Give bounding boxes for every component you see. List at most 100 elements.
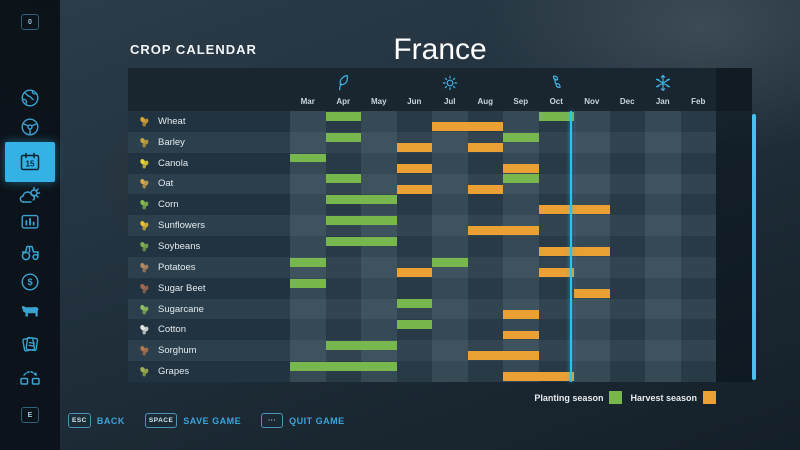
planting-bar: [503, 132, 539, 142]
legend-swatch: [703, 391, 716, 404]
harvest-bar: [467, 351, 503, 361]
crop-icon: [140, 116, 149, 127]
crop-row: Oat: [128, 173, 752, 195]
planting-bar: [361, 195, 397, 205]
calendar-cell: [680, 361, 716, 382]
harvest-bar: [538, 372, 574, 382]
calendar-cell: [645, 111, 681, 132]
month-label: Dec: [619, 97, 635, 106]
calendar-cell: [609, 152, 645, 174]
calendar-cell: [290, 194, 326, 216]
calendar-cell: [574, 298, 610, 320]
planting-bar: [325, 216, 361, 225]
table-right-padding: [716, 68, 752, 382]
month-label: Sep: [513, 97, 529, 106]
crop-row: Sunflowers: [128, 215, 752, 237]
month-label: Aug: [477, 97, 494, 106]
back-label: BACK: [96, 415, 125, 426]
scrollbar[interactable]: [752, 114, 756, 380]
legend-label: Planting season: [534, 392, 604, 403]
calendar-cell: [680, 236, 716, 257]
crop-icon: [140, 367, 149, 377]
crop-name: Potatoes: [158, 261, 196, 273]
planting-bar: [361, 341, 397, 351]
harvest-bar: [396, 142, 432, 152]
harvest-bar: [503, 309, 539, 319]
calendar-cell: [680, 256, 716, 278]
crop-name: Sorghum: [158, 345, 197, 357]
svg-text:$: $: [27, 277, 32, 287]
planting-bar: [290, 278, 326, 288]
legend-item: Harvest season: [630, 391, 716, 404]
calendar-cell: [432, 361, 468, 382]
calendar-cell: [432, 298, 468, 320]
planting-bar: [325, 361, 361, 371]
crop-label-cell: Barley: [128, 131, 290, 153]
calendar-cell: [574, 319, 610, 341]
calendar-cell: [609, 340, 645, 362]
crop-row: Corn: [128, 194, 752, 216]
calendar-cell: [396, 236, 432, 257]
calendar-cell: [467, 361, 503, 382]
legend-item: Planting season: [534, 391, 623, 404]
calendar-cell: [325, 277, 361, 299]
calendar-cell: [609, 194, 645, 216]
calendar-icon[interactable]: 15: [0, 142, 60, 182]
crop-row: Sugar Beet: [128, 277, 752, 299]
production-icon[interactable]: [0, 362, 60, 392]
contracts-icon[interactable]: [0, 329, 60, 359]
month-label: May: [370, 97, 387, 106]
calendar-cell: [432, 340, 468, 362]
crop-icon: [140, 221, 149, 231]
calendar-cell: [290, 340, 326, 362]
calendar-cell: [432, 194, 468, 216]
calendar-cell: [467, 319, 503, 341]
finances-icon[interactable]: $: [0, 267, 60, 297]
harvest-bar: [467, 122, 503, 131]
crop-name: Oat: [158, 178, 174, 190]
harvest-bar: [503, 226, 539, 236]
animals-icon[interactable]: [0, 297, 60, 327]
calendar-cell: [645, 298, 681, 320]
calendar-cell: [503, 277, 539, 299]
calendar-cell: [432, 173, 468, 195]
crop-table: Mar Apr May Jun Jul Aug Sep Oct Nov Dec Jan Feb Whe…: [128, 68, 752, 382]
planting-bar: [325, 236, 361, 246]
calendar-cell: [574, 131, 610, 153]
calendar-cell: [432, 319, 468, 341]
crop-icon: [140, 346, 149, 356]
crop-label-cell: Sugarcane: [128, 298, 290, 320]
esc-key-icon: ESC: [68, 413, 91, 428]
crop-row: Barley: [128, 131, 752, 153]
quit-game-button[interactable]: ··· QUIT GAME: [261, 413, 345, 428]
save-game-button[interactable]: SPACE SAVE GAME: [144, 413, 241, 428]
harvest-bar: [467, 142, 503, 152]
crop-icon: [140, 304, 149, 315]
calendar-cell: [680, 319, 716, 341]
calendar-cell: [574, 215, 610, 237]
crop-row: Grapes: [128, 361, 752, 382]
month-label: Jun: [407, 97, 422, 106]
crop-label-cell: Sunflowers: [128, 215, 290, 237]
vehicles-icon[interactable]: [0, 112, 60, 142]
calendar-cell: [609, 215, 645, 237]
map-icon[interactable]: [0, 83, 60, 113]
calendar-cell: [538, 131, 574, 153]
current-day-line: [569, 111, 572, 382]
crop-label-cell: Cotton: [128, 319, 290, 341]
prices-icon[interactable]: [0, 207, 60, 237]
crop-label-cell: Canola: [128, 152, 290, 174]
crop-name: Barley: [158, 136, 185, 148]
crop-label-cell: Sorghum: [128, 340, 290, 362]
weather-icon[interactable]: [0, 181, 60, 211]
calendar-header: Mar Apr May Jun Jul Aug Sep Oct Nov Dec Jan Feb: [128, 68, 752, 111]
key-hint-bottom: E: [21, 407, 39, 423]
sidebar: 0 15 $ E: [0, 0, 60, 450]
garage-icon[interactable]: [0, 237, 60, 267]
legend-label: Harvest season: [630, 392, 697, 403]
calendar-body: Wheat Barley Canola Oat Corn Sunflowers Soybea…: [128, 111, 752, 382]
back-button[interactable]: ESC BACK: [68, 413, 125, 428]
falling-leaves-icon: [544, 71, 568, 95]
calendar-cell: [609, 131, 645, 153]
calendar-cell: [538, 277, 574, 299]
